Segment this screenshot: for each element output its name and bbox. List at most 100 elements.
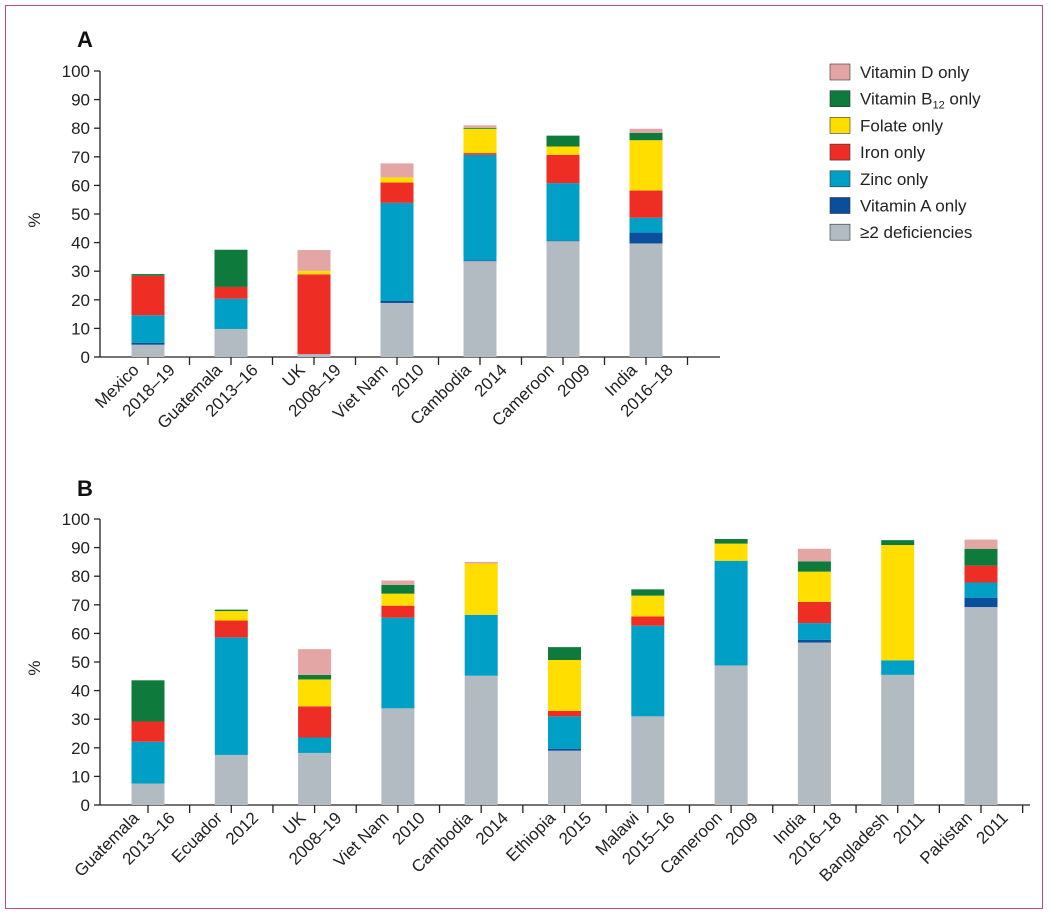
x-tick-label-country: Pakistan — [916, 808, 976, 868]
y-tick-label: 80 — [71, 567, 90, 586]
bar-segment-iron-only — [214, 286, 248, 299]
x-tick-label-year: 2011 — [889, 808, 928, 847]
y-tick-label: 70 — [71, 148, 90, 167]
bar-segment-folate-only — [548, 659, 581, 711]
legend-swatch — [829, 223, 851, 241]
legend-label: Iron only — [860, 143, 926, 162]
bar-segment-vitamin-a-only — [629, 232, 663, 244]
bar-segment-folate-only — [464, 563, 498, 615]
bar-segment-iron-only — [546, 154, 580, 184]
bar-segment-vitamin-a-only — [964, 597, 998, 608]
bar-segment-vitamin-b12-only — [546, 135, 580, 147]
x-tick-label-year: 2009 — [722, 808, 762, 848]
bar-segment-folate-only — [463, 128, 497, 154]
bar-segment-folate-only — [714, 543, 748, 561]
bar-segment-vitamin-b12-only — [714, 539, 748, 544]
y-tick-label: 90 — [71, 91, 90, 110]
bar-segment-vitamin-a-only — [797, 639, 831, 643]
bar-segment-vitamin-a-only — [548, 748, 581, 751]
bar-segment-zinc-only — [131, 315, 165, 343]
bar-segment-zinc-only — [631, 625, 665, 717]
y-tick-label: 60 — [71, 624, 90, 643]
bar-segment-zinc-only — [548, 716, 581, 749]
y-tick-label: 40 — [71, 234, 90, 253]
bar-segment-2-deficiencies — [629, 243, 663, 357]
bar-segment-iron-only — [797, 601, 831, 624]
legend-swatch — [829, 143, 851, 161]
bar-segment-2-deficiencies — [298, 752, 332, 805]
y-tick-label: 70 — [71, 596, 90, 615]
bar-segment-iron-only — [964, 565, 998, 583]
bar-segment-zinc-only — [714, 560, 748, 666]
bar-segment-vitamin-b12-only — [131, 274, 165, 276]
bar-segment-vitamin-d-only — [964, 539, 998, 549]
bar-segment-vitamin-b12-only — [214, 609, 248, 612]
chart-panel-b: B%0102030405060708090100Guatemala2013–16… — [25, 476, 1030, 885]
legend-swatch — [829, 197, 851, 214]
bar-segment-iron-only — [548, 710, 581, 717]
bar-segment-iron-only — [463, 153, 497, 155]
bar-segment-folate-only — [380, 177, 414, 183]
bar-segment-iron-only — [297, 274, 331, 355]
bar-segment-folate-only — [629, 140, 663, 191]
bar-segment-iron-only — [380, 182, 414, 203]
bar-segment-vitamin-b12-only — [548, 647, 581, 660]
bar-segment-zinc-only — [214, 637, 248, 755]
bar-segment-vitamin-b12-only — [964, 548, 998, 566]
bar-segment-2-deficiencies — [964, 607, 998, 805]
y-tick-label: 90 — [71, 539, 90, 558]
bar-segment-folate-only — [381, 593, 415, 606]
bar-segment-vitamin-a-only — [131, 342, 165, 345]
bar-segment-zinc-only — [629, 217, 663, 233]
bar-segment-iron-only — [381, 605, 415, 618]
y-tick-label: 50 — [71, 653, 90, 672]
bar-segment-iron-only — [631, 616, 665, 626]
bar-segment-vitamin-b12-only — [881, 540, 915, 546]
legend-swatch — [829, 117, 851, 134]
bar-segment-zinc-only — [964, 582, 998, 598]
bar-segment-folate-only — [297, 270, 331, 275]
bar-segment-2-deficiencies — [297, 354, 331, 357]
y-tick-label: 10 — [71, 319, 90, 338]
y-tick-label: 60 — [71, 176, 90, 195]
legend-label: Vitamin B12 only — [860, 90, 981, 112]
bar-segment-iron-only — [629, 190, 663, 218]
y-tick-label: 0 — [81, 796, 90, 815]
bar-segment-2-deficiencies — [548, 750, 581, 805]
bar-segment-iron-only — [131, 275, 165, 316]
bar-segment-zinc-only — [131, 741, 165, 784]
bar-segment-vitamin-d-only — [797, 548, 831, 562]
bar-segment-2-deficiencies — [214, 328, 248, 357]
bar-segment-iron-only — [131, 721, 165, 742]
legend-label: ≥2 deficiencies — [860, 223, 972, 242]
bar-segment-zinc-only — [546, 183, 580, 241]
bar-segment-vitamin-d-only — [380, 163, 414, 178]
y-tick-label: 30 — [71, 710, 90, 729]
legend-swatch — [829, 170, 851, 188]
bar-segment-iron-only — [298, 706, 332, 738]
x-tick-label-year: 2010 — [388, 360, 428, 400]
bar-segment-vitamin-a-only — [546, 240, 580, 242]
bar-segment-zinc-only — [464, 614, 498, 676]
bar-segment-folate-only — [214, 611, 248, 621]
bar-segment-2-deficiencies — [131, 783, 165, 805]
y-axis-label: % — [25, 212, 44, 227]
x-tick-label-year: 2011 — [973, 808, 1012, 847]
bar-segment-2-deficiencies — [464, 675, 498, 805]
bar-segment-vitamin-b12-only — [629, 132, 663, 141]
y-tick-label: 50 — [71, 205, 90, 224]
legend-label: Vitamin A only — [860, 197, 967, 216]
panel-label: B — [77, 476, 93, 501]
bar-segment-vitamin-d-only — [463, 125, 497, 128]
y-axis-label: % — [25, 660, 44, 675]
bar-segment-2-deficiencies — [131, 344, 165, 357]
x-tick-label-year: 2014 — [471, 360, 511, 400]
legend: Vitamin D only Vitamin B12 only Folate onl… — [829, 63, 981, 242]
legend-swatch — [829, 90, 851, 107]
bar-segment-2-deficiencies — [463, 261, 497, 357]
bar-segment-zinc-only — [463, 154, 497, 261]
bar-segment-zinc-only — [380, 202, 414, 301]
x-tick-label-year: 2014 — [472, 808, 512, 848]
bar-segment-2-deficiencies — [214, 754, 248, 805]
